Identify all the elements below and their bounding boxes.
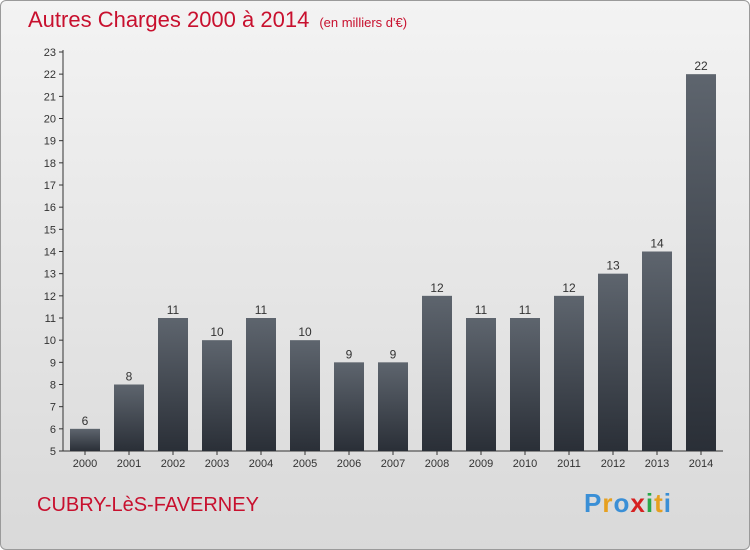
chart-title-text: Autres Charges 2000 à 2014 xyxy=(28,7,310,32)
bar xyxy=(378,362,408,451)
bar xyxy=(554,295,584,451)
bar-value-label: 12 xyxy=(562,281,576,295)
bar-value-label: 9 xyxy=(390,347,397,361)
y-tick-label: 21 xyxy=(44,91,56,103)
y-tick-label: 23 xyxy=(44,47,56,59)
bar-value-label: 11 xyxy=(255,303,268,317)
logo-letter: t xyxy=(654,488,664,518)
y-tick-label: 13 xyxy=(44,269,56,281)
y-tick-label: 7 xyxy=(50,402,56,414)
bar-value-label: 13 xyxy=(606,259,620,273)
x-tick-label: 2012 xyxy=(601,458,625,470)
y-tick-label: 6 xyxy=(50,424,56,436)
bar xyxy=(466,318,496,451)
x-tick-label: 2008 xyxy=(425,458,449,470)
logo-letter: i xyxy=(663,488,672,518)
x-tick-label: 2005 xyxy=(293,458,317,470)
bar-value-label: 12 xyxy=(430,281,444,295)
bar xyxy=(422,295,452,451)
bar xyxy=(510,318,540,451)
y-tick-label: 8 xyxy=(50,380,56,392)
y-tick-label: 20 xyxy=(44,114,56,126)
x-tick-label: 2003 xyxy=(205,458,229,470)
y-tick-label: 16 xyxy=(44,202,56,214)
chart-title: Autres Charges 2000 à 2014 (en milliers d… xyxy=(28,7,407,33)
bar-value-label: 11 xyxy=(519,303,532,317)
bar-value-label: 10 xyxy=(210,325,224,339)
x-tick-label: 2009 xyxy=(469,458,493,470)
y-tick-label: 15 xyxy=(44,224,56,236)
bar xyxy=(114,384,144,451)
y-tick-label: 22 xyxy=(44,69,56,81)
logo-letter: r xyxy=(602,488,614,518)
y-tick-label: 5 xyxy=(50,446,56,458)
bar-value-label: 22 xyxy=(694,59,708,73)
bar xyxy=(686,74,716,452)
x-tick-label: 2002 xyxy=(161,458,185,470)
y-tick-label: 9 xyxy=(50,357,56,369)
y-tick-label: 17 xyxy=(44,180,56,192)
x-tick-label: 2004 xyxy=(249,458,273,470)
bar xyxy=(202,340,232,451)
proxiti-logo: Proxiti xyxy=(584,488,672,519)
bar xyxy=(246,318,276,451)
bar-value-label: 10 xyxy=(298,325,312,339)
bar xyxy=(598,273,628,451)
x-tick-label: 2010 xyxy=(513,458,537,470)
logo-letter: x xyxy=(630,488,646,518)
bar-value-label: 9 xyxy=(346,347,353,361)
x-tick-label: 2000 xyxy=(73,458,97,470)
x-tick-label: 2011 xyxy=(557,458,581,470)
y-tick-label: 10 xyxy=(44,335,56,347)
bar xyxy=(334,362,364,451)
bar-value-label: 14 xyxy=(650,237,664,251)
y-tick-label: 14 xyxy=(44,247,56,259)
chart-subtitle: (en milliers d'€) xyxy=(319,15,408,30)
x-tick-label: 2006 xyxy=(337,458,361,470)
bar-value-label: 11 xyxy=(167,303,180,317)
logo-letter: i xyxy=(645,488,655,518)
bar xyxy=(642,251,672,451)
y-tick-label: 19 xyxy=(44,136,56,148)
bar xyxy=(290,340,320,451)
x-tick-label: 2001 xyxy=(117,458,141,470)
commune-name: CUBRY-LèS-FAVERNEY xyxy=(37,494,259,516)
logo-letter: P xyxy=(584,488,603,518)
bar-value-label: 8 xyxy=(126,370,133,384)
bar xyxy=(158,318,188,451)
x-tick-label: 2013 xyxy=(645,458,669,470)
y-tick-label: 18 xyxy=(44,158,56,170)
y-tick-label: 12 xyxy=(44,291,56,303)
bar-value-label: 11 xyxy=(475,303,488,317)
x-tick-label: 2014 xyxy=(689,458,713,470)
y-tick-label: 11 xyxy=(45,313,56,325)
bar xyxy=(70,428,100,451)
bar-value-label: 6 xyxy=(82,414,89,428)
x-tick-label: 2007 xyxy=(381,458,405,470)
logo-letter: o xyxy=(613,488,631,518)
